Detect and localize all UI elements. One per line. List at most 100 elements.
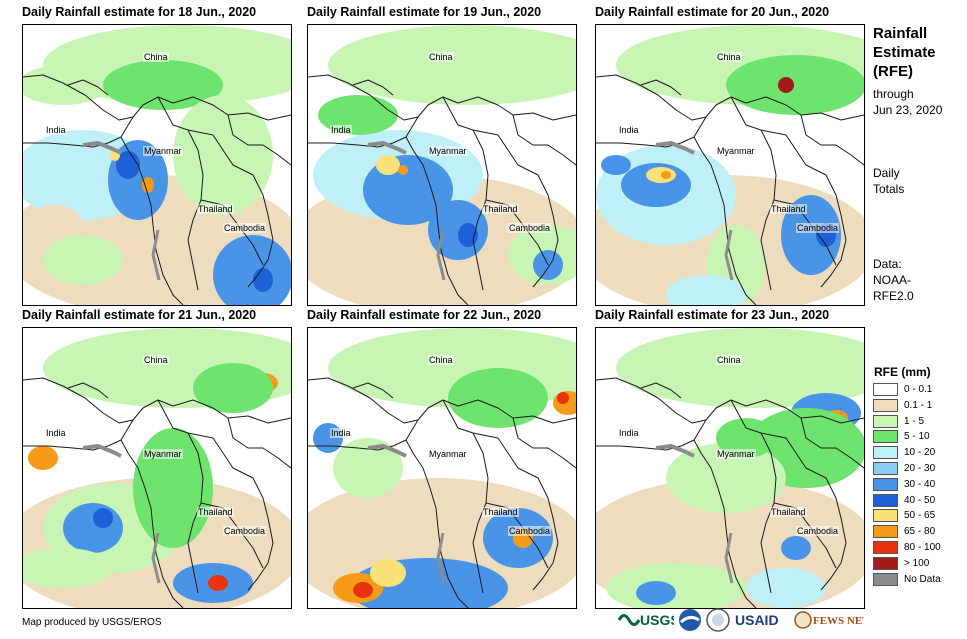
border-line [120, 419, 134, 441]
border-line [308, 74, 576, 121]
country-label-thailand: Thailand [770, 204, 807, 214]
coastline [532, 239, 559, 288]
coastline [693, 439, 757, 608]
panel-title: Daily Rainfall estimate for 18 Jun., 202… [22, 5, 257, 19]
border-line [405, 419, 419, 441]
legend-label: 1 - 5 [904, 415, 925, 427]
legend-label: 5 - 10 [904, 431, 930, 443]
noaa-logo [678, 606, 702, 634]
seal-icon [706, 608, 730, 632]
rainfall-area [448, 368, 548, 428]
legend-label: 50 - 65 [904, 510, 936, 522]
legend-swatch [873, 540, 898, 554]
data-source-block: Data: NOAA- RFE2.0 [873, 256, 914, 304]
legend-swatch [873, 477, 898, 491]
country-label-thailand: Thailand [482, 507, 519, 517]
country-label-cambodia: Cambodia [223, 223, 267, 233]
country-label-india: India [45, 428, 67, 438]
country-label-cambodia: Cambodia [796, 526, 840, 536]
border-line [640, 79, 682, 96]
legend-label: 30 - 40 [904, 478, 936, 490]
rainfall-map-graphic [23, 328, 291, 608]
rainfall-area [666, 275, 746, 305]
country-label-china: China [716, 355, 742, 365]
country-label-india: India [618, 125, 640, 135]
daily-label: Daily [873, 166, 900, 180]
legend-swatch [873, 493, 898, 507]
country-label-myanmar: Myanmar [428, 146, 468, 156]
legend-swatch [873, 414, 898, 428]
border-line [730, 96, 777, 291]
border-line [120, 116, 134, 138]
legend-label: 80 - 100 [904, 541, 941, 553]
country-label-cambodia: Cambodia [223, 526, 267, 536]
border-line [760, 432, 847, 544]
no-data-strip [724, 229, 734, 281]
legend-swatch [873, 525, 898, 539]
border-line [23, 377, 291, 424]
heading-line-2: Estimate [873, 44, 936, 61]
usgs-logo: USGS [617, 606, 680, 634]
legend-label: No Data [904, 573, 941, 585]
border-line [352, 79, 394, 96]
country-label-china: China [143, 52, 169, 62]
rainfall-area [398, 165, 408, 175]
legend-label: 10 - 20 [904, 447, 936, 459]
rainfall-area [661, 171, 671, 179]
coastline [596, 439, 695, 451]
rainfall-map-graphic [596, 25, 864, 305]
coastline [247, 542, 274, 591]
no-data-strip [367, 444, 407, 458]
panel-title: Daily Rainfall estimate for 19 Jun., 202… [307, 5, 542, 19]
rainfall-area [778, 77, 794, 93]
rainfall-area [28, 446, 58, 470]
border-line [800, 114, 864, 166]
border-line [405, 116, 419, 138]
noaa-bird-icon [679, 609, 701, 631]
rainfall-area [142, 177, 154, 193]
country-label-myanmar: Myanmar [143, 146, 183, 156]
no-data-strip [436, 229, 446, 281]
no-data-strip [151, 532, 161, 584]
legend-title: RFE (mm) [874, 365, 931, 379]
panel-title: Daily Rainfall estimate for 20 Jun., 202… [595, 5, 830, 19]
legend-label: 20 - 30 [904, 462, 936, 474]
usgs-wave-icon: USGS [617, 612, 680, 628]
rainfall-map: China India Myanmar Thailand Cambodia [22, 24, 292, 306]
svg-text:USGS: USGS [640, 612, 674, 628]
rainfall-area [370, 559, 406, 587]
through-label: through [873, 87, 914, 101]
rainfall-area [781, 195, 841, 275]
coastline [308, 439, 407, 451]
rainfall-area [636, 581, 676, 605]
rainfall-area [23, 205, 83, 245]
rainfall-map: China India Myanmar Thailand Cambodia [307, 327, 577, 609]
country-label-myanmar: Myanmar [428, 449, 468, 459]
border-line [512, 114, 576, 166]
data-label: Data: [873, 257, 902, 271]
rainfall-area [253, 268, 273, 292]
border-line [693, 419, 707, 441]
legend-swatch [873, 461, 898, 475]
border-line [596, 377, 864, 424]
rainfall-area [43, 235, 123, 285]
country-label-thailand: Thailand [482, 204, 519, 214]
svg-text:FEWS NET: FEWS NET [813, 615, 864, 627]
rainfall-area [208, 575, 228, 591]
svg-text:USAID: USAID [735, 612, 779, 628]
border-line [187, 432, 274, 544]
country-label-china: China [428, 52, 454, 62]
light-rain-area [616, 328, 864, 408]
rainfall-map: China India Myanmar Thailand Cambodia [595, 327, 865, 609]
fewsnet-icon: FEWS NET [794, 611, 870, 629]
panel-title: Daily Rainfall estimate for 21 Jun., 202… [22, 308, 257, 322]
country-label-thailand: Thailand [197, 204, 234, 214]
border-line [227, 417, 291, 469]
border-line [67, 382, 109, 399]
coastline [247, 239, 274, 288]
rainfall-map-graphic [308, 328, 576, 608]
border-line [23, 74, 291, 121]
coastline [693, 136, 757, 305]
border-line [596, 74, 864, 121]
data-source-line-2: RFE2.0 [873, 289, 914, 303]
